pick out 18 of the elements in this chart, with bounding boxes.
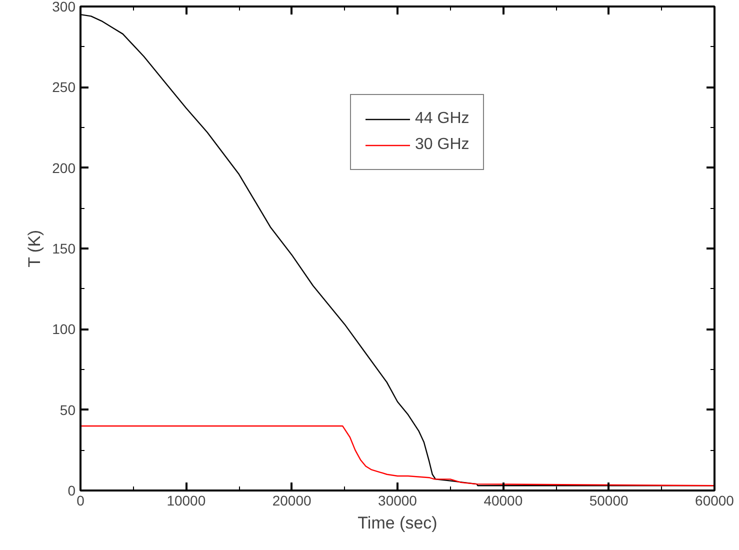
line-series (80, 425, 714, 486)
y-tick-label: 200 (52, 160, 76, 176)
x-tick-label: 30000 (378, 492, 418, 508)
y-tick-label: 0 (68, 482, 76, 498)
x-tick-label: 10000 (166, 492, 206, 508)
legend-label: 30 GHz (415, 136, 470, 154)
y-axis-title: T (K) (25, 230, 44, 268)
y-tick-label: 300 (52, 0, 76, 14)
y-tick-label: 100 (52, 321, 76, 338)
y-tick-label: 250 (52, 79, 76, 96)
y-tick-label: 50 (60, 402, 76, 418)
legend-label: 44 GHz (415, 110, 470, 128)
x-tick-label: 20000 (272, 492, 312, 508)
x-tick-label: 50000 (589, 492, 629, 508)
x-tick-label: 60000 (695, 492, 734, 508)
x-axis-title: Time (sec) (358, 514, 438, 532)
x-tick-label: 40000 (484, 492, 523, 508)
y-tick-label: 150 (52, 240, 76, 256)
